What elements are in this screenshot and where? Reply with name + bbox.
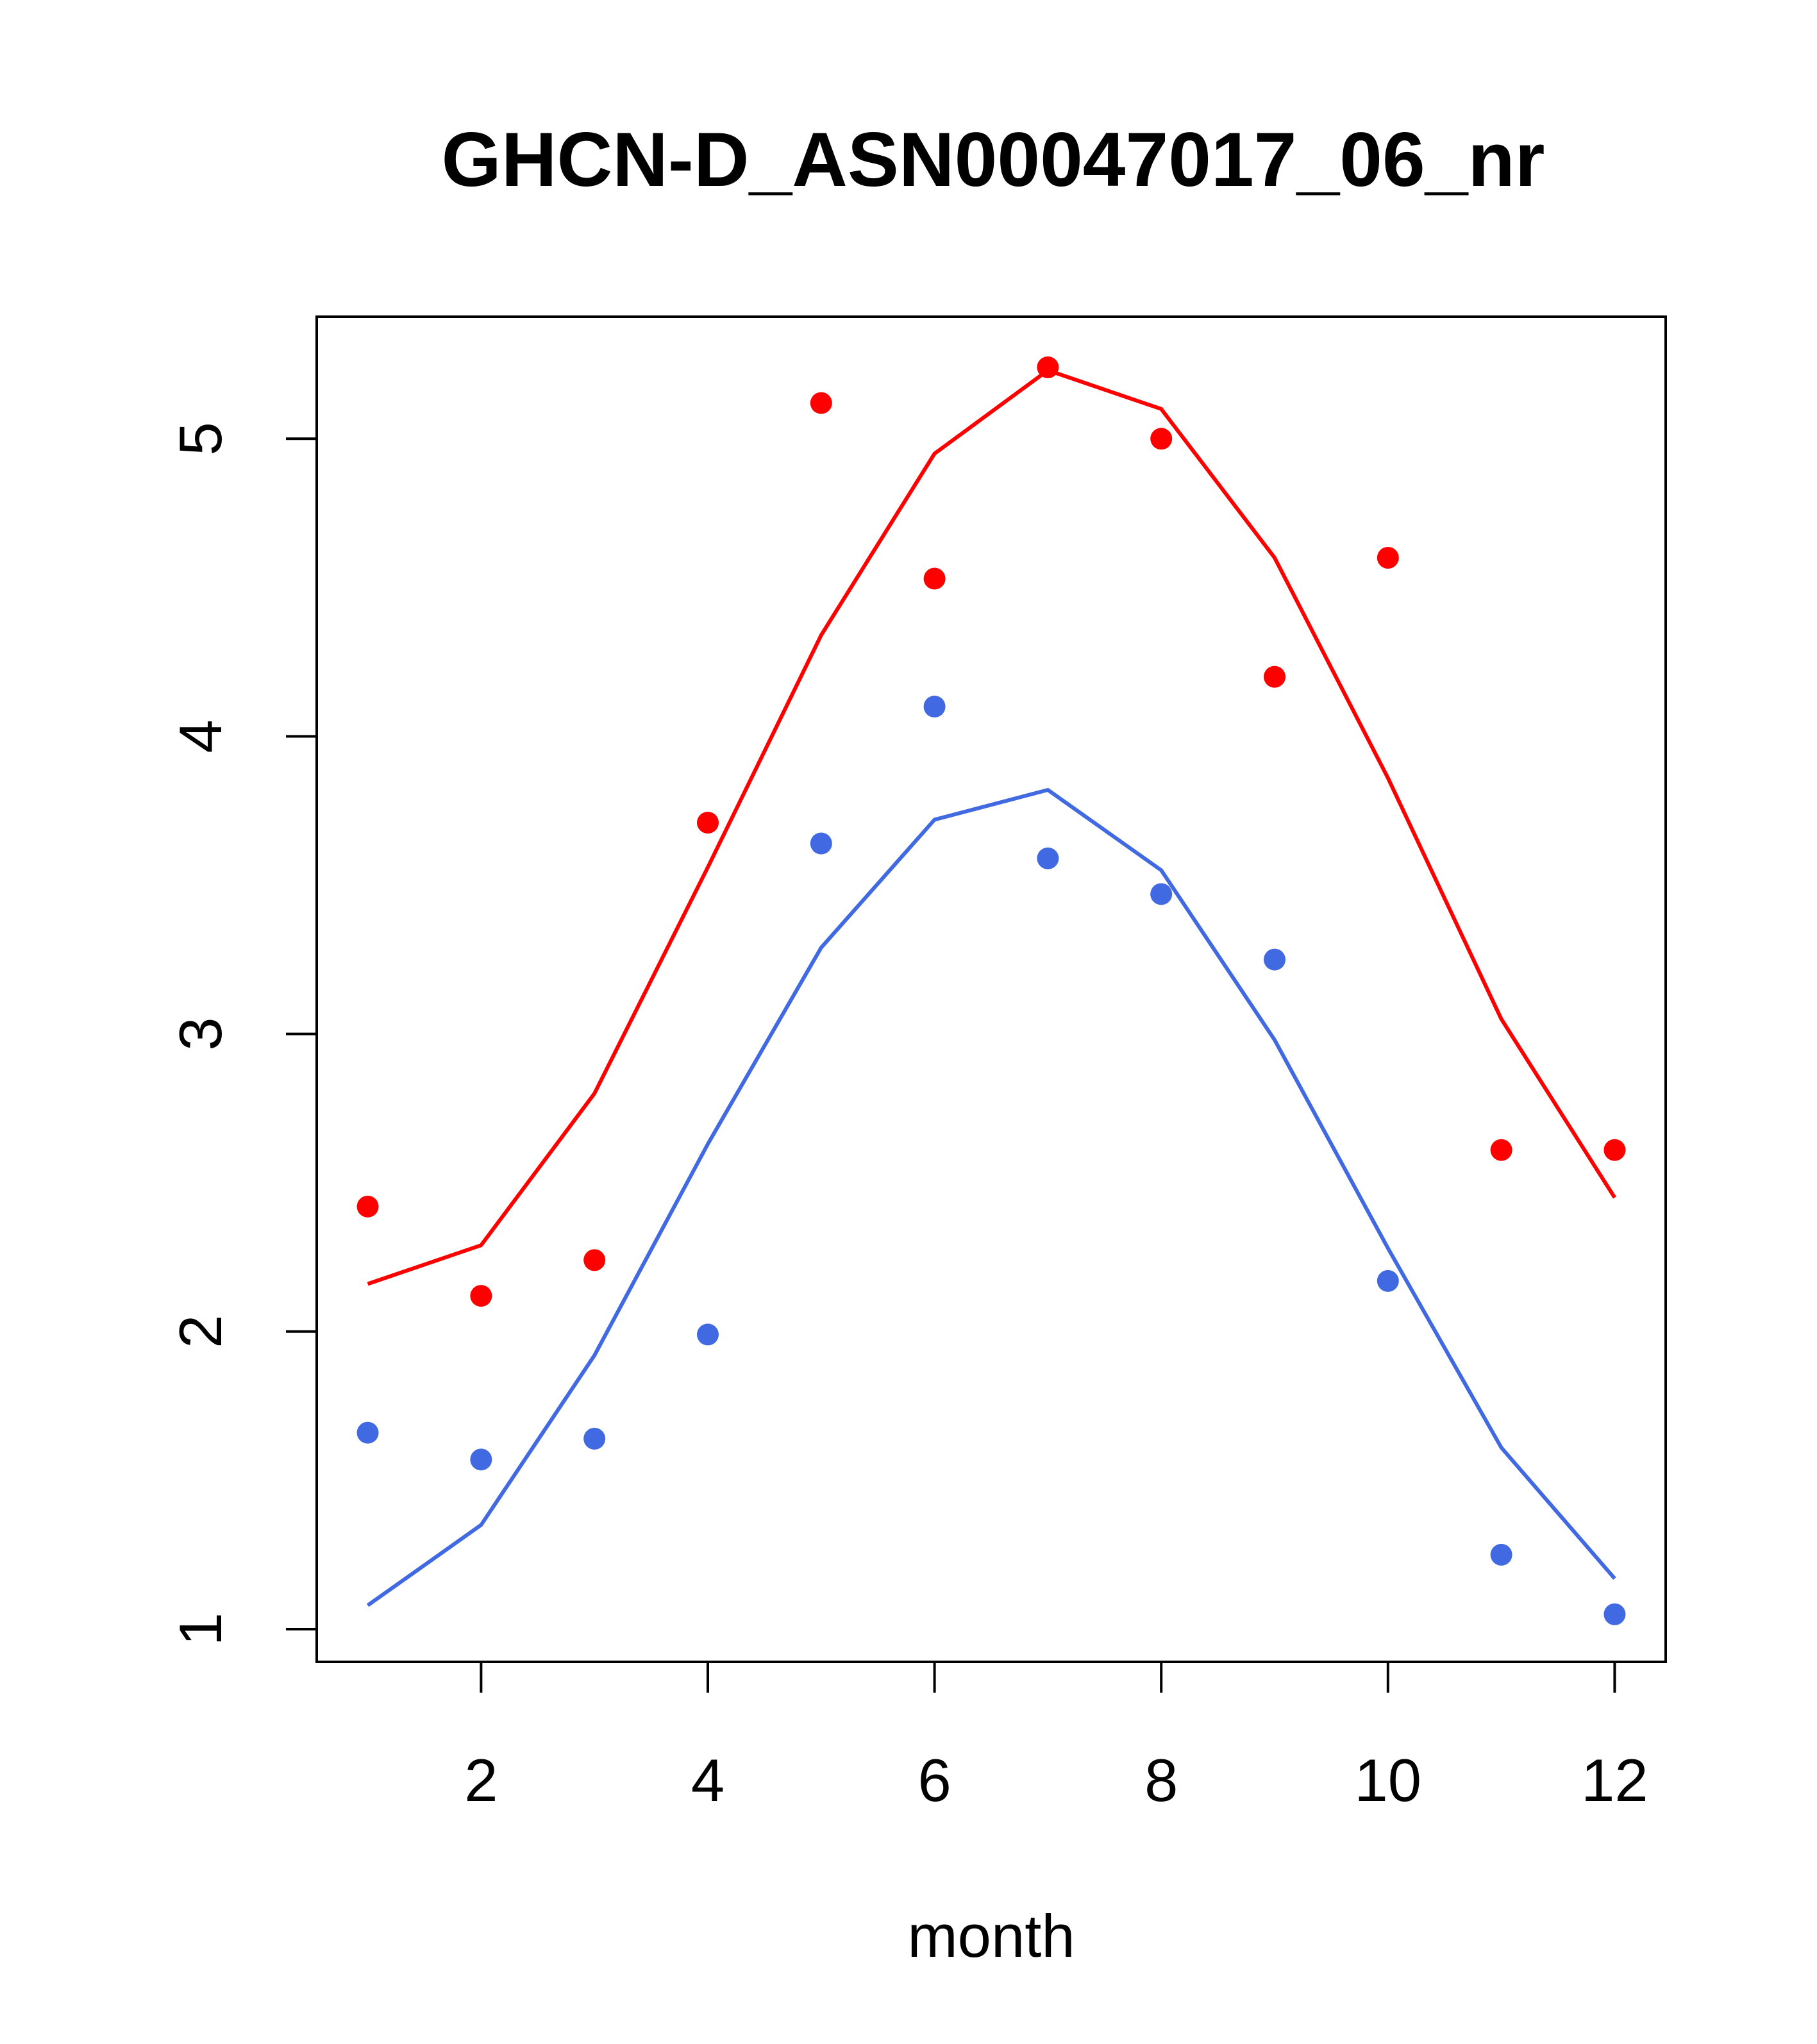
- series-2-point: [583, 1427, 606, 1450]
- x-tick-label: 10: [1355, 1747, 1422, 1814]
- series-2-point: [923, 696, 946, 718]
- y-tick-label: 2: [167, 1315, 234, 1348]
- series-1-point: [356, 1195, 379, 1218]
- series-1-point: [810, 392, 832, 414]
- series-2-point: [1490, 1543, 1512, 1566]
- series-1-point: [1490, 1139, 1512, 1161]
- y-tick-label: 1: [167, 1613, 234, 1646]
- series-1-point: [923, 567, 946, 590]
- series-layer: [356, 356, 1626, 1625]
- series-1-point: [583, 1249, 606, 1271]
- x-tick-label: 8: [1144, 1747, 1178, 1814]
- series-1: [356, 356, 1626, 1307]
- x-axis: 2 4 6 8 10 12: [464, 1661, 1648, 1814]
- series-1-point: [1603, 1139, 1626, 1161]
- series-1-point: [1377, 546, 1399, 569]
- series-2-point: [810, 832, 832, 855]
- series-2-point: [356, 1421, 379, 1444]
- x-tick-label: 12: [1581, 1747, 1648, 1814]
- x-tick-label: 4: [691, 1747, 724, 1814]
- series-1-fit-line: [367, 368, 1616, 1286]
- series-2: [356, 696, 1626, 1625]
- x-axis-label: month: [907, 1902, 1075, 1970]
- series-2-point: [1377, 1269, 1399, 1292]
- y-axis: 1 2 3 4 5: [167, 422, 318, 1646]
- x-tick-label: 6: [917, 1747, 951, 1814]
- series-1-point: [1150, 428, 1173, 450]
- series-2-point: [1150, 883, 1173, 905]
- y-tick-label: 5: [167, 422, 234, 455]
- chart-title: GHCN-D_ASN00047017_06_nr: [442, 117, 1545, 203]
- x-tick-label: 2: [464, 1747, 498, 1814]
- series-2-point: [696, 1323, 719, 1346]
- series-2-point: [1603, 1603, 1626, 1625]
- y-tick-label: 4: [167, 719, 234, 753]
- plot-frame: [315, 315, 1667, 1663]
- series-1-point: [696, 812, 719, 834]
- series-2-point: [470, 1448, 492, 1471]
- series-2-fit-line: [366, 788, 1616, 1607]
- series-1-point: [1037, 356, 1059, 378]
- series-1-point: [1264, 666, 1286, 688]
- series-2-point: [1037, 847, 1059, 869]
- y-tick-label: 3: [167, 1017, 234, 1050]
- series-1-point: [470, 1285, 492, 1307]
- series-2-point: [1264, 948, 1286, 971]
